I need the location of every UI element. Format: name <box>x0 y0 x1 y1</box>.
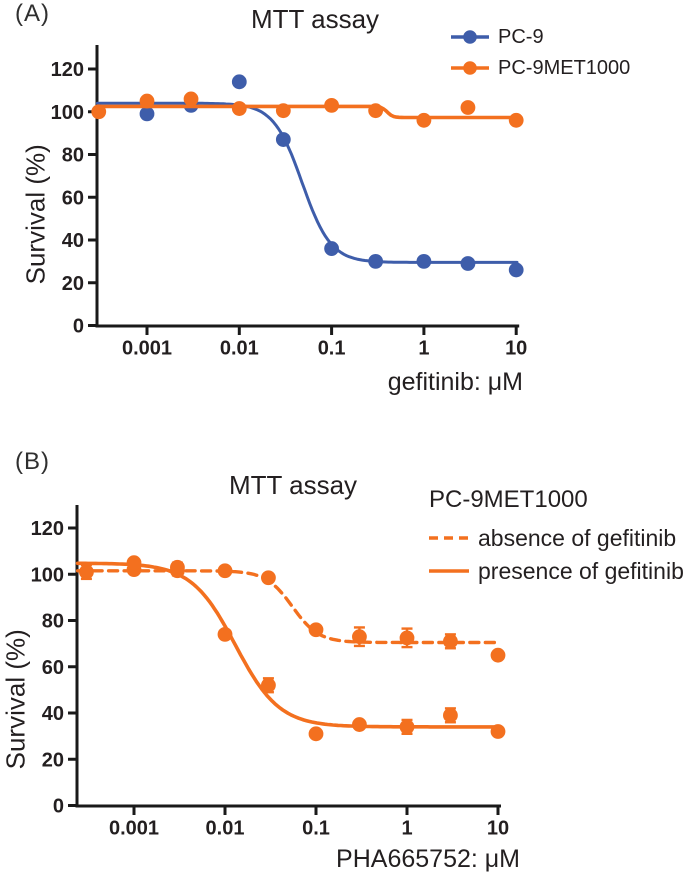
fit-curve-presence-of-gefitinib <box>75 561 501 729</box>
y-tick-label-A: 40 <box>62 230 84 252</box>
x-tick-label-A: 0.001 <box>122 338 172 360</box>
data-point-PC-9MET1000 <box>416 112 432 128</box>
x-tick-label-A: 0.01 <box>220 338 259 360</box>
y-tick-label-B: 100 <box>31 564 64 586</box>
data-point-PC-9MET1000 <box>139 93 155 109</box>
y-tick-label-A: 120 <box>51 59 84 81</box>
data-point-absence-of-gefitinib <box>79 564 94 580</box>
x-tick-label-B: 0.1 <box>302 818 330 840</box>
y-tick-label-A: 80 <box>62 145 84 167</box>
panel-a-label: (A) <box>15 0 50 27</box>
x-tick-label-B: 0.001 <box>109 818 159 840</box>
legend-b-item-presence: presence of gefitinib <box>478 558 684 584</box>
y-tick-label-B: 120 <box>31 518 64 540</box>
data-point-PC-9MET1000 <box>460 100 476 115</box>
y-tick-label-A: 100 <box>51 102 84 124</box>
data-point-absence-of-gefitinib <box>217 563 233 579</box>
y-tick-label-A: 60 <box>62 187 84 209</box>
data-point-presence-of-gefitinib <box>217 626 233 642</box>
data-point-PC-9MET1000 <box>508 112 524 128</box>
y-tick-label-A: 0 <box>73 316 84 338</box>
data-point-PC-9 <box>416 253 432 269</box>
data-point-presence-of-gefitinib <box>490 724 506 739</box>
data-point-absence-of-gefitinib <box>490 647 506 663</box>
y-tick-label-B: 80 <box>42 611 64 633</box>
data-point-presence-of-gefitinib <box>170 559 185 575</box>
legend-a-item-pc9: PC-9 <box>498 26 544 48</box>
y-tick-label-B: 40 <box>42 703 64 725</box>
data-point-PC-9 <box>368 253 384 269</box>
chart-b-x-axis-label: PHA665752: μM <box>336 845 520 873</box>
chart-a-title: MTT assay <box>250 4 380 34</box>
legend-a-marker-dot-pc9met1000 <box>463 61 477 75</box>
data-point-presence-of-gefitinib <box>126 555 142 571</box>
data-point-PC-9 <box>324 241 339 256</box>
x-tick-label-B: 1 <box>401 818 412 840</box>
chart-b-y-axis-label: Survival (%) <box>0 629 31 770</box>
data-point-presence-of-gefitinib <box>443 707 458 723</box>
data-point-PC-9MET1000 <box>231 101 247 116</box>
data-point-PC-9MET1000 <box>368 103 384 119</box>
fit-curve-absence-of-gefitinib <box>75 569 501 645</box>
y-tick-label-B: 0 <box>53 796 64 818</box>
data-point-absence-of-gefitinib <box>308 622 324 638</box>
panel-b-label: (B) <box>15 448 50 475</box>
data-point-PC-9 <box>231 74 247 90</box>
data-point-presence-of-gefitinib <box>261 677 276 693</box>
data-point-presence-of-gefitinib <box>308 726 324 742</box>
data-point-PC-9MET1000 <box>91 104 107 120</box>
fit-curve-PC-9MET1000 <box>95 104 519 120</box>
data-point-presence-of-gefitinib <box>352 717 367 732</box>
x-tick-label-A: 10 <box>505 338 527 360</box>
data-point-PC-9MET1000 <box>183 91 199 107</box>
chart-a-y-axis-label: Survival (%) <box>20 144 51 285</box>
data-point-absence-of-gefitinib <box>352 629 367 645</box>
x-tick-label-A: 0.1 <box>318 338 346 360</box>
legend-b-item-absence: absence of gefitinib <box>478 525 677 551</box>
data-point-PC-9 <box>508 262 524 278</box>
legend-b-header: PC-9MET1000 <box>429 486 588 513</box>
legend-a-item-pc9met1000: PC-9MET1000 <box>498 57 631 79</box>
legend-a-marker-dot-pc9 <box>463 30 477 44</box>
data-point-PC-9MET1000 <box>275 103 291 119</box>
data-point-PC-9MET1000 <box>324 97 339 113</box>
fit-curve-PC-9 <box>95 101 519 264</box>
y-tick-label-A: 20 <box>62 273 84 295</box>
x-tick-label-B: 10 <box>487 818 509 840</box>
chart-a-x-axis-label: gefitinib: μM <box>387 368 523 396</box>
x-tick-label-A: 1 <box>418 338 429 360</box>
data-point-PC-9 <box>275 132 291 147</box>
y-tick-label-B: 20 <box>42 749 64 771</box>
data-point-PC-9 <box>139 106 155 122</box>
data-point-presence-of-gefitinib <box>399 719 415 735</box>
data-point-absence-of-gefitinib <box>443 633 458 649</box>
y-tick-label-B: 60 <box>42 657 64 679</box>
data-point-absence-of-gefitinib <box>399 630 415 646</box>
data-point-PC-9 <box>460 256 476 271</box>
data-point-absence-of-gefitinib <box>261 570 276 586</box>
x-tick-label-B: 0.01 <box>206 818 245 840</box>
chart-b-title: MTT assay <box>228 470 358 500</box>
